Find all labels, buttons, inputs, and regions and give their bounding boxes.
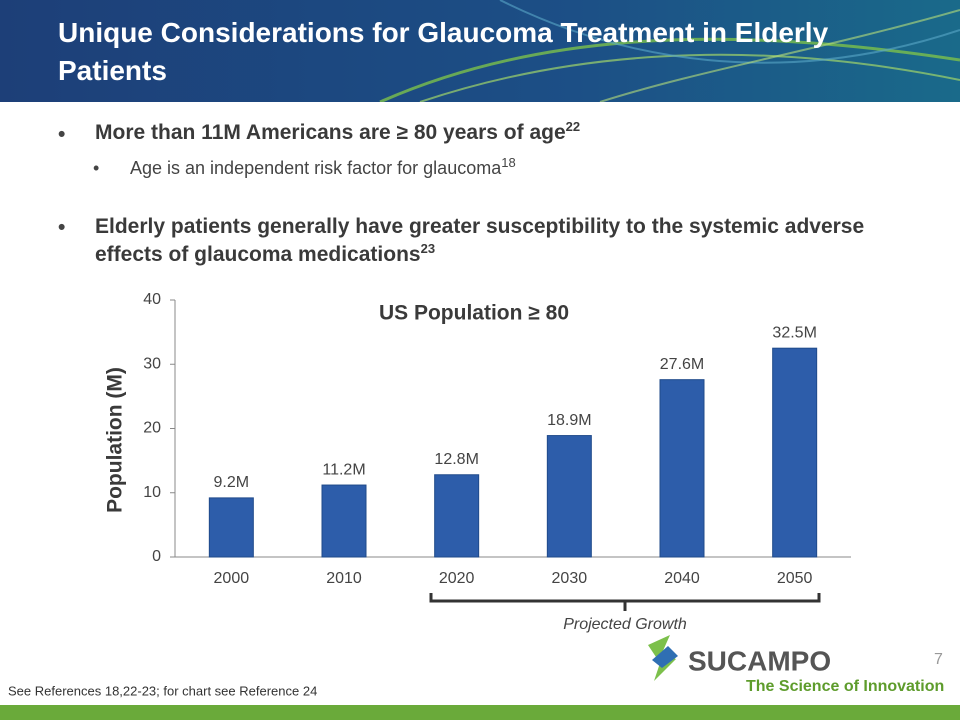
slide-title: Unique Considerations for Glaucoma Treat… [58, 17, 829, 86]
reference: 23 [420, 241, 436, 256]
logo-name: SUCAMPO [688, 645, 831, 676]
value-label: 18.9M [547, 412, 591, 429]
bullet-text: Age is an independent risk factor for gl… [130, 158, 502, 178]
bar [321, 484, 367, 558]
y-tick-label: 40 [143, 291, 161, 308]
value-label: 27.6M [660, 356, 704, 373]
value-label: 32.5M [772, 324, 816, 341]
bullet-text: More than 11M Americans are ≥ 80 years o… [95, 121, 566, 144]
value-label: 11.2M [322, 461, 365, 478]
header-band [0, 0, 960, 102]
bullet-text: Elderly patients generally have greater … [95, 215, 865, 266]
reference: 22 [565, 119, 581, 134]
bar [208, 497, 254, 558]
y-tick-label: 30 [143, 355, 161, 372]
footnote: See References 18,22-23; for chart see R… [8, 683, 317, 698]
footer-band [0, 705, 960, 720]
bar [772, 347, 818, 558]
y-tick-label: 0 [152, 548, 161, 565]
y-axis-label: Population (M) [104, 367, 127, 513]
chart-title: US Population ≥ 80 [379, 302, 569, 325]
x-tick-label: 2050 [777, 570, 813, 587]
logo-tagline: The Science of Innovation [746, 678, 944, 695]
sub-bullet: Age is an independent risk factor for gl… [130, 155, 516, 179]
bullet: More than 11M Americans are ≥ 80 years o… [95, 119, 895, 147]
x-tick-label: 2000 [214, 570, 250, 587]
bar [546, 435, 592, 558]
bullet-dot: • [58, 123, 66, 146]
y-tick-label: 10 [143, 484, 161, 501]
bullet: Elderly patients generally have greater … [95, 213, 895, 269]
x-tick-label: 2040 [664, 570, 700, 587]
value-label: 12.8M [434, 451, 478, 468]
y-tick-label: 20 [143, 420, 161, 437]
x-tick-label: 2010 [326, 570, 362, 587]
x-tick-label: 2020 [439, 570, 475, 587]
bullet-dot: • [93, 158, 100, 178]
bullet-dot: • [58, 216, 66, 239]
bar [434, 474, 480, 558]
logo-icon [652, 646, 678, 668]
bracket [429, 593, 821, 611]
reference: 18 [501, 155, 516, 170]
x-tick-label: 2030 [552, 570, 588, 587]
page-number: 7 [934, 651, 943, 668]
bar [659, 379, 705, 558]
annotation: Projected Growth [563, 616, 687, 633]
value-label: 9.2M [214, 474, 250, 491]
